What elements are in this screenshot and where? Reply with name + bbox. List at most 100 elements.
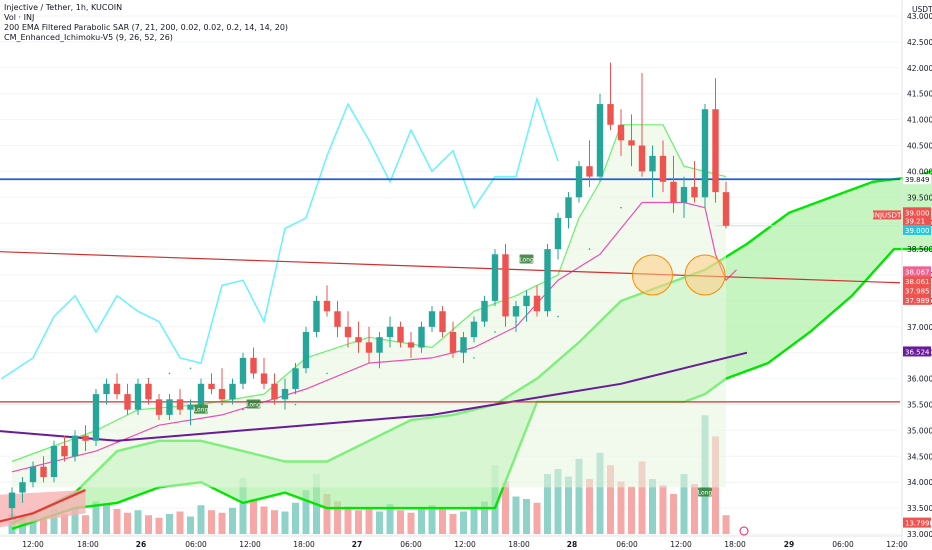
price-tag-text: 39.21: [905, 218, 925, 226]
time-tick: 18:00: [724, 540, 746, 549]
candle-body: [397, 326, 404, 343]
price-tag-text: 38.067: [905, 268, 930, 276]
candle-body: [565, 197, 572, 219]
price-tag: 36.524: [903, 346, 931, 357]
candle-body: [481, 300, 488, 322]
long-signal-label: Long: [698, 490, 713, 497]
sar-indicator-legend[interactable]: 200 EMA Filtered Parabolic SAR (7, 21, 2…: [4, 23, 289, 32]
candle-body: [376, 337, 383, 353]
volume-bar: [260, 506, 268, 534]
volume-bar: [271, 510, 278, 534]
volume-bar: [481, 501, 488, 534]
volume-bar: [680, 474, 688, 534]
volume-bar: [40, 517, 47, 534]
price-tag: 37.989: [903, 294, 931, 305]
candle-body: [418, 326, 425, 348]
time-tick: 26: [136, 540, 146, 549]
trend-line: [0, 251, 901, 284]
candle-body: [470, 321, 478, 338]
price-tick: 42.500: [907, 38, 932, 47]
time-tick: 27: [352, 540, 362, 549]
price-tick: 37.000: [907, 323, 932, 332]
long-signal: Long: [246, 399, 261, 409]
candle-body: [722, 192, 730, 226]
candle-body: [218, 388, 226, 400]
price-tag: 39.21: [903, 215, 931, 226]
price-tag-bg: [903, 276, 931, 287]
candle-body: [649, 155, 656, 172]
price-tag-text: 39.849: [905, 176, 930, 184]
candle-body: [439, 311, 446, 332]
candle-body: [691, 186, 698, 198]
symbol-tag-text: INJUSDT: [873, 211, 902, 219]
volume-bar: [229, 507, 236, 534]
candle-body: [155, 399, 163, 415]
candle-body: [680, 186, 688, 203]
candle-body: [124, 394, 131, 410]
candle-body: [281, 388, 289, 400]
candle-body: [460, 337, 467, 353]
volume-bar: [292, 502, 299, 534]
volume-bar: [607, 465, 614, 534]
candle-body: [71, 435, 79, 457]
long-signal-label: Long: [194, 407, 209, 414]
alert-icon: [739, 526, 749, 536]
volume-bar: [155, 517, 163, 534]
volume-bar: [722, 515, 730, 534]
volume-bar: [470, 506, 478, 534]
price-tag: 39.000: [903, 207, 931, 218]
volume-bar: [659, 485, 667, 534]
long-signal-label: Long: [246, 402, 261, 409]
long-signal: Long: [194, 404, 209, 414]
long-signal: Long: [519, 254, 534, 264]
long-signal-bg: [246, 399, 261, 409]
symbol-title[interactable]: Injective / Tether, 1h, KUCOIN: [4, 3, 123, 12]
candle-body: [586, 166, 593, 177]
time-tick: 12:00: [454, 540, 476, 549]
price-tag-text: 39.000: [905, 227, 930, 235]
price-tag-text: 13.799K: [905, 520, 932, 528]
time-tick: 18:00: [293, 540, 315, 549]
candle-body: [607, 104, 614, 125]
volume-legend[interactable]: Vol · INJ: [4, 13, 35, 22]
candle-body: [250, 357, 257, 374]
candle-body: [197, 383, 205, 405]
volume-bar: [376, 511, 383, 534]
currency-label: USDT: [912, 5, 932, 14]
volume-bar: [365, 507, 373, 534]
candle-body: [533, 295, 541, 312]
price-tick: 34.500: [907, 452, 932, 461]
time-axis: 12:00 18:00 26 06:00 12:00 18:00 27 06:00 12:00 1…: [22, 540, 908, 549]
volume-bar: [250, 499, 257, 534]
volume-bar: [533, 502, 541, 534]
volume-bar: [407, 512, 415, 534]
price-tag: 13.799K: [903, 517, 932, 528]
candle-body: [166, 399, 173, 415]
candle-body: [260, 373, 268, 384]
sar-dot: [326, 372, 328, 375]
long-signal-bg: [698, 487, 712, 497]
price-tag-text: 36.524: [905, 348, 930, 356]
price-tag-bg: [903, 266, 931, 277]
long-signal-label: Long: [519, 256, 534, 263]
candle-body: [670, 181, 677, 203]
candle-body: [491, 254, 499, 301]
candle-body: [134, 383, 142, 410]
candle-body: [302, 331, 310, 369]
sar-dot: [168, 372, 171, 375]
volume-bar: [418, 509, 425, 534]
price-tag-bg: [903, 174, 931, 185]
candle-body: [523, 295, 530, 307]
sar-dot: [620, 206, 622, 209]
candle-body: [176, 399, 184, 410]
volume-bar: [439, 507, 446, 534]
candles: [8, 62, 730, 519]
volume-bars: [8, 415, 730, 534]
candle-body: [292, 368, 299, 389]
price-tick: 43.000: [907, 12, 932, 21]
volume-bar: [113, 509, 121, 534]
ichimoku-indicator-legend[interactable]: CM_Enhanced_Ichimoku-V5 (9, 26, 52, 26): [4, 33, 173, 42]
candle-body: [544, 249, 551, 312]
